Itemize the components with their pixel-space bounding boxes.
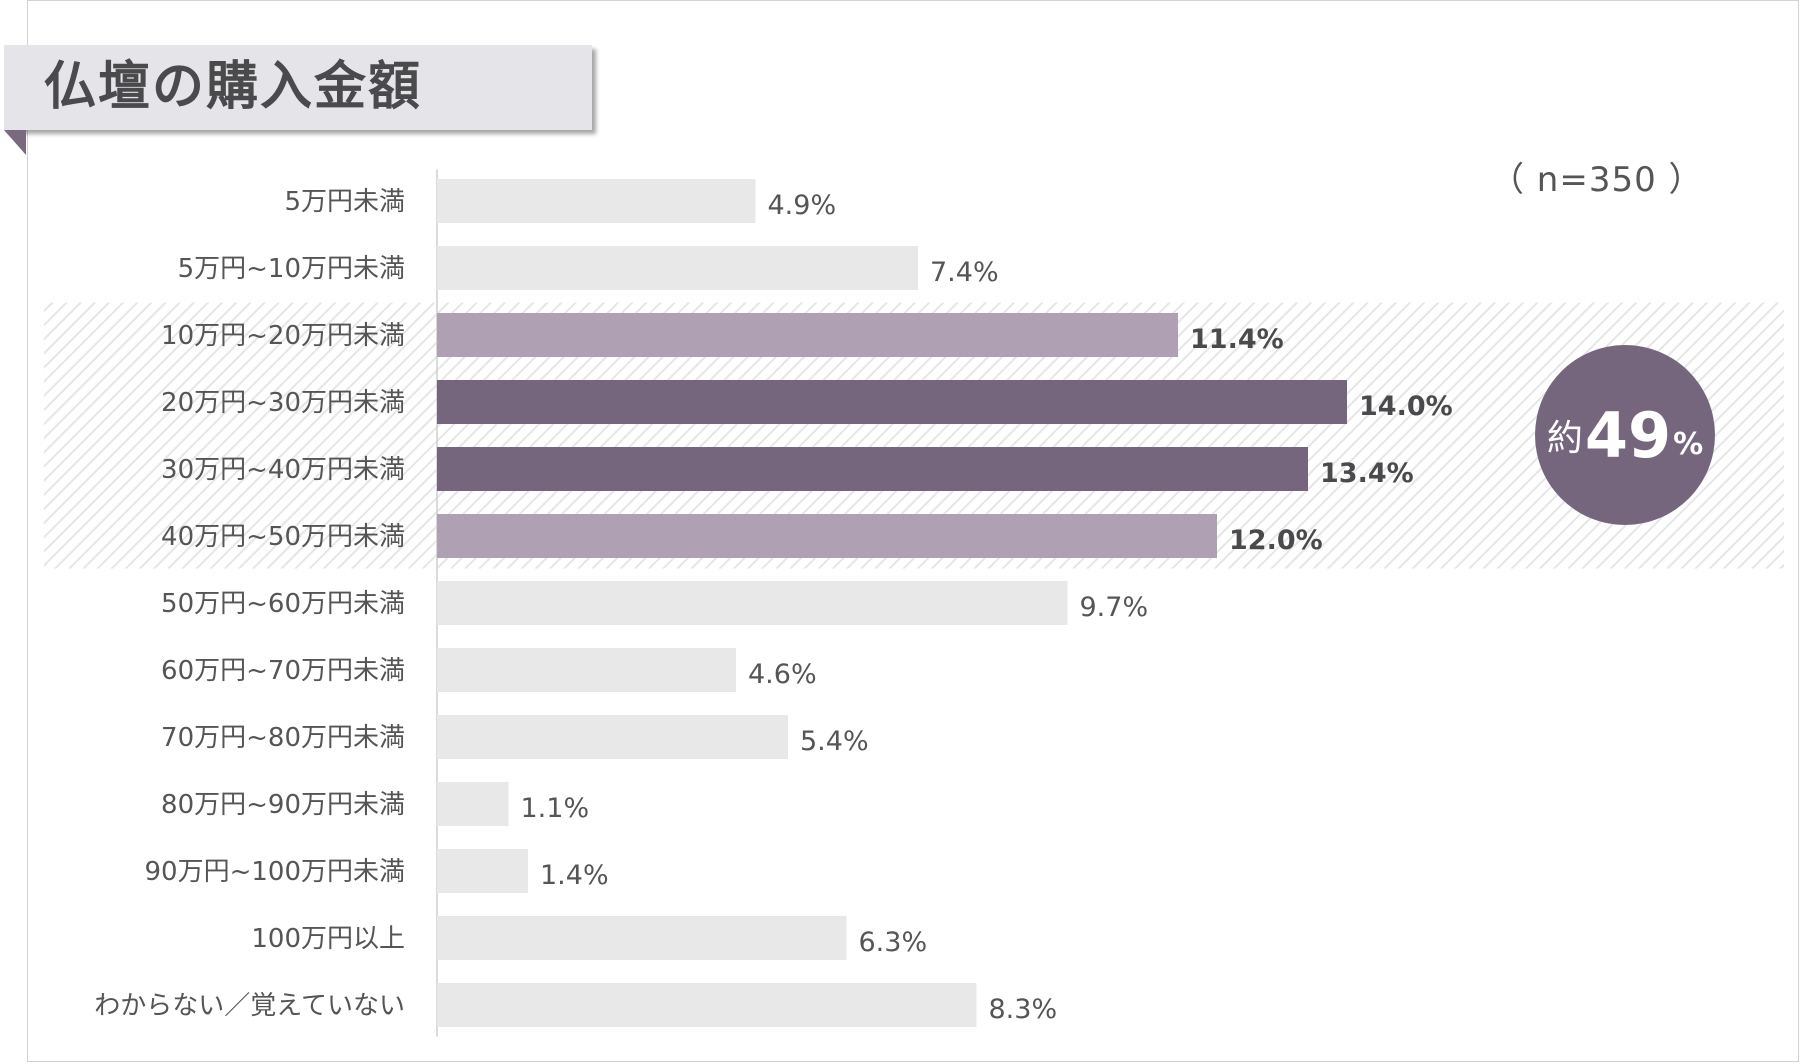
value-label: 6.3% xyxy=(859,927,928,958)
value-label: 7.4% xyxy=(930,257,999,288)
chart-title: 仏壇の購入金額 xyxy=(44,57,423,117)
bar xyxy=(437,179,756,223)
title-fold-decoration xyxy=(4,130,26,155)
badge-prefix: 約 xyxy=(1546,418,1583,459)
category-label: 50万円~60万円未満 xyxy=(161,589,405,619)
category-label: 60万円~70万円未満 xyxy=(161,656,405,686)
bar xyxy=(437,916,847,960)
value-label: 12.0% xyxy=(1229,525,1323,556)
badge-number: 49 xyxy=(1584,398,1672,472)
value-label: 11.4% xyxy=(1190,324,1284,355)
bar xyxy=(437,313,1178,357)
value-label: 1.1% xyxy=(521,793,590,824)
bar xyxy=(437,246,918,290)
bar xyxy=(437,849,528,893)
value-label: 4.6% xyxy=(748,659,817,690)
category-label: 10万円~20万円未満 xyxy=(161,321,405,351)
category-label: 20万円~30万円未満 xyxy=(161,388,405,418)
value-label: 8.3% xyxy=(989,994,1058,1025)
sample-size-note: （ n=350 ） xyxy=(1490,160,1704,200)
summary-badge: 約 49 % xyxy=(1535,345,1715,525)
bar xyxy=(437,380,1347,424)
value-label: 9.7% xyxy=(1080,592,1149,623)
category-label: 5万円未満 xyxy=(284,187,405,217)
category-label: 30万円~40万円未満 xyxy=(161,455,405,485)
category-label: 80万円~90万円未満 xyxy=(161,790,405,820)
bar xyxy=(437,983,977,1027)
value-label: 1.4% xyxy=(540,860,609,891)
category-label: 90万円~100万円未満 xyxy=(145,857,406,887)
bar xyxy=(437,581,1068,625)
value-label: 5.4% xyxy=(800,726,869,757)
bar xyxy=(437,782,509,826)
category-label: 40万円~50万円未満 xyxy=(161,522,405,552)
bar xyxy=(437,447,1308,491)
value-label: 13.4% xyxy=(1320,458,1414,489)
value-label: 14.0% xyxy=(1359,391,1453,422)
category-label: 100万円以上 xyxy=(251,924,405,954)
value-label: 4.9% xyxy=(768,190,837,221)
bar xyxy=(437,514,1217,558)
category-label: 70万円~80万円未満 xyxy=(161,723,405,753)
badge-unit: % xyxy=(1673,426,1704,462)
category-label: 5万円~10万円未満 xyxy=(178,254,405,284)
title-box: 仏壇の購入金額 xyxy=(4,45,592,130)
bar xyxy=(437,648,736,692)
bar xyxy=(437,715,788,759)
category-label: わからない／覚えていない xyxy=(94,991,405,1021)
